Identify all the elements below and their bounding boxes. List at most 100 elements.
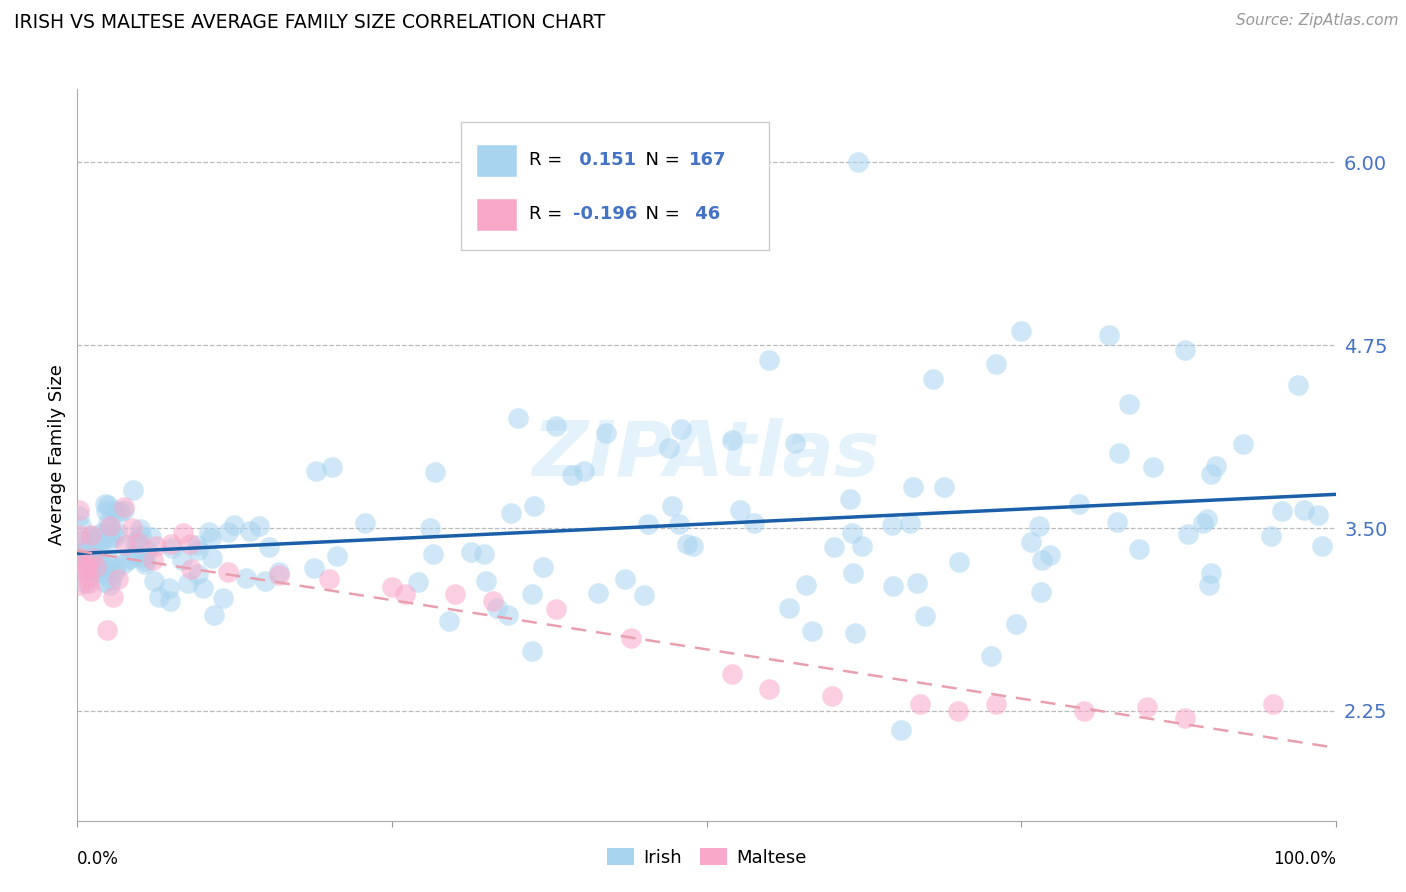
Point — [69, 559, 91, 574]
Point — [93, 575, 115, 590]
Point — [83, 532, 105, 546]
Point — [901, 480, 924, 494]
Point — [101, 503, 124, 517]
Point — [661, 500, 683, 514]
Point — [120, 550, 142, 565]
Point — [910, 697, 932, 711]
Point — [80, 537, 103, 551]
Point — [202, 608, 225, 623]
Legend: Irish, Maltese: Irish, Maltese — [599, 840, 814, 874]
Point — [668, 517, 690, 532]
Text: R =: R = — [529, 205, 568, 223]
Point — [984, 697, 1007, 711]
Point — [318, 572, 340, 586]
Point — [124, 535, 146, 549]
Point — [84, 562, 107, 576]
Point — [501, 506, 523, 520]
Point — [523, 500, 546, 514]
Point — [572, 464, 595, 478]
Point — [980, 648, 1002, 663]
Point — [846, 155, 869, 169]
Point — [77, 570, 100, 584]
Point — [128, 536, 150, 550]
Point — [100, 556, 122, 570]
Point — [160, 537, 183, 551]
Point — [235, 571, 257, 585]
Point — [778, 601, 800, 615]
Point — [408, 574, 430, 589]
Point — [117, 553, 139, 567]
Point — [80, 527, 103, 541]
Point — [108, 505, 131, 519]
Point — [73, 556, 96, 570]
Point — [187, 543, 209, 558]
Point — [112, 500, 135, 514]
Point — [682, 540, 704, 554]
Point — [1142, 460, 1164, 475]
Point — [128, 523, 150, 537]
Point — [67, 577, 90, 591]
Point — [70, 549, 93, 563]
Point — [107, 572, 129, 586]
Point — [637, 516, 659, 531]
Point — [720, 667, 742, 681]
Point — [880, 518, 903, 533]
Point — [948, 704, 970, 718]
Point — [80, 583, 103, 598]
Point — [77, 552, 100, 566]
Point — [1205, 459, 1227, 474]
Point — [162, 541, 184, 555]
Point — [1306, 508, 1329, 522]
Point — [75, 560, 97, 574]
Point — [101, 590, 124, 604]
FancyBboxPatch shape — [477, 144, 516, 177]
Point — [96, 624, 118, 638]
Point — [544, 601, 567, 615]
Point — [419, 521, 441, 535]
Point — [1286, 377, 1309, 392]
Point — [86, 560, 108, 574]
Point — [1039, 548, 1062, 562]
Point — [506, 411, 529, 425]
Point — [67, 540, 90, 554]
Point — [84, 558, 107, 572]
Text: 167: 167 — [689, 151, 727, 169]
Point — [520, 643, 543, 657]
Point — [932, 480, 955, 494]
Point — [838, 491, 860, 506]
Point — [796, 578, 818, 592]
Point — [67, 503, 90, 517]
Point — [180, 562, 202, 576]
Point — [90, 566, 112, 580]
Point — [1019, 535, 1042, 549]
Point — [111, 557, 134, 571]
Point — [842, 566, 865, 580]
Text: -0.196: -0.196 — [574, 205, 637, 223]
Point — [191, 581, 214, 595]
Point — [1118, 397, 1140, 411]
Point — [97, 558, 120, 573]
Point — [67, 508, 90, 523]
Point — [69, 519, 91, 533]
Point — [217, 565, 239, 579]
Point — [134, 557, 156, 571]
Point — [97, 498, 120, 512]
Point — [187, 567, 209, 582]
Point — [122, 483, 145, 498]
Point — [104, 530, 127, 544]
Point — [522, 587, 544, 601]
Point — [1310, 540, 1333, 554]
Point — [898, 516, 921, 530]
Point — [1261, 697, 1284, 711]
Point — [105, 525, 128, 540]
Point — [475, 574, 498, 588]
Point — [142, 553, 165, 567]
Point — [98, 533, 121, 548]
Point — [586, 586, 609, 600]
Point — [531, 560, 554, 574]
Point — [94, 497, 117, 511]
Point — [79, 528, 101, 542]
Point — [821, 690, 844, 704]
Point — [472, 547, 495, 561]
Point — [73, 545, 96, 559]
